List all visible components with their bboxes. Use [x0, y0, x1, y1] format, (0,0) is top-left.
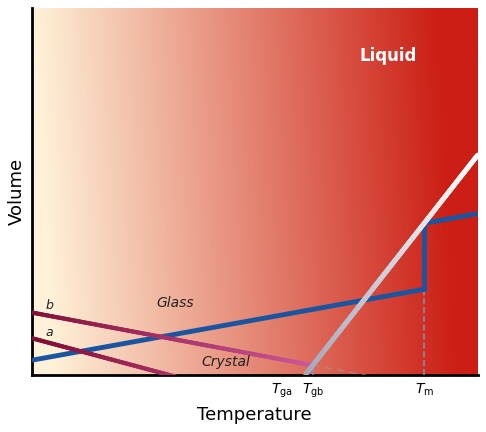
Text: b: b [46, 299, 53, 311]
Text: Crystal: Crystal [201, 355, 250, 369]
Y-axis label: Volume: Volume [8, 158, 26, 225]
X-axis label: Temperature: Temperature [197, 406, 312, 424]
Text: Liquid: Liquid [360, 47, 417, 65]
Text: a: a [46, 326, 53, 339]
Text: Glass: Glass [156, 296, 194, 310]
